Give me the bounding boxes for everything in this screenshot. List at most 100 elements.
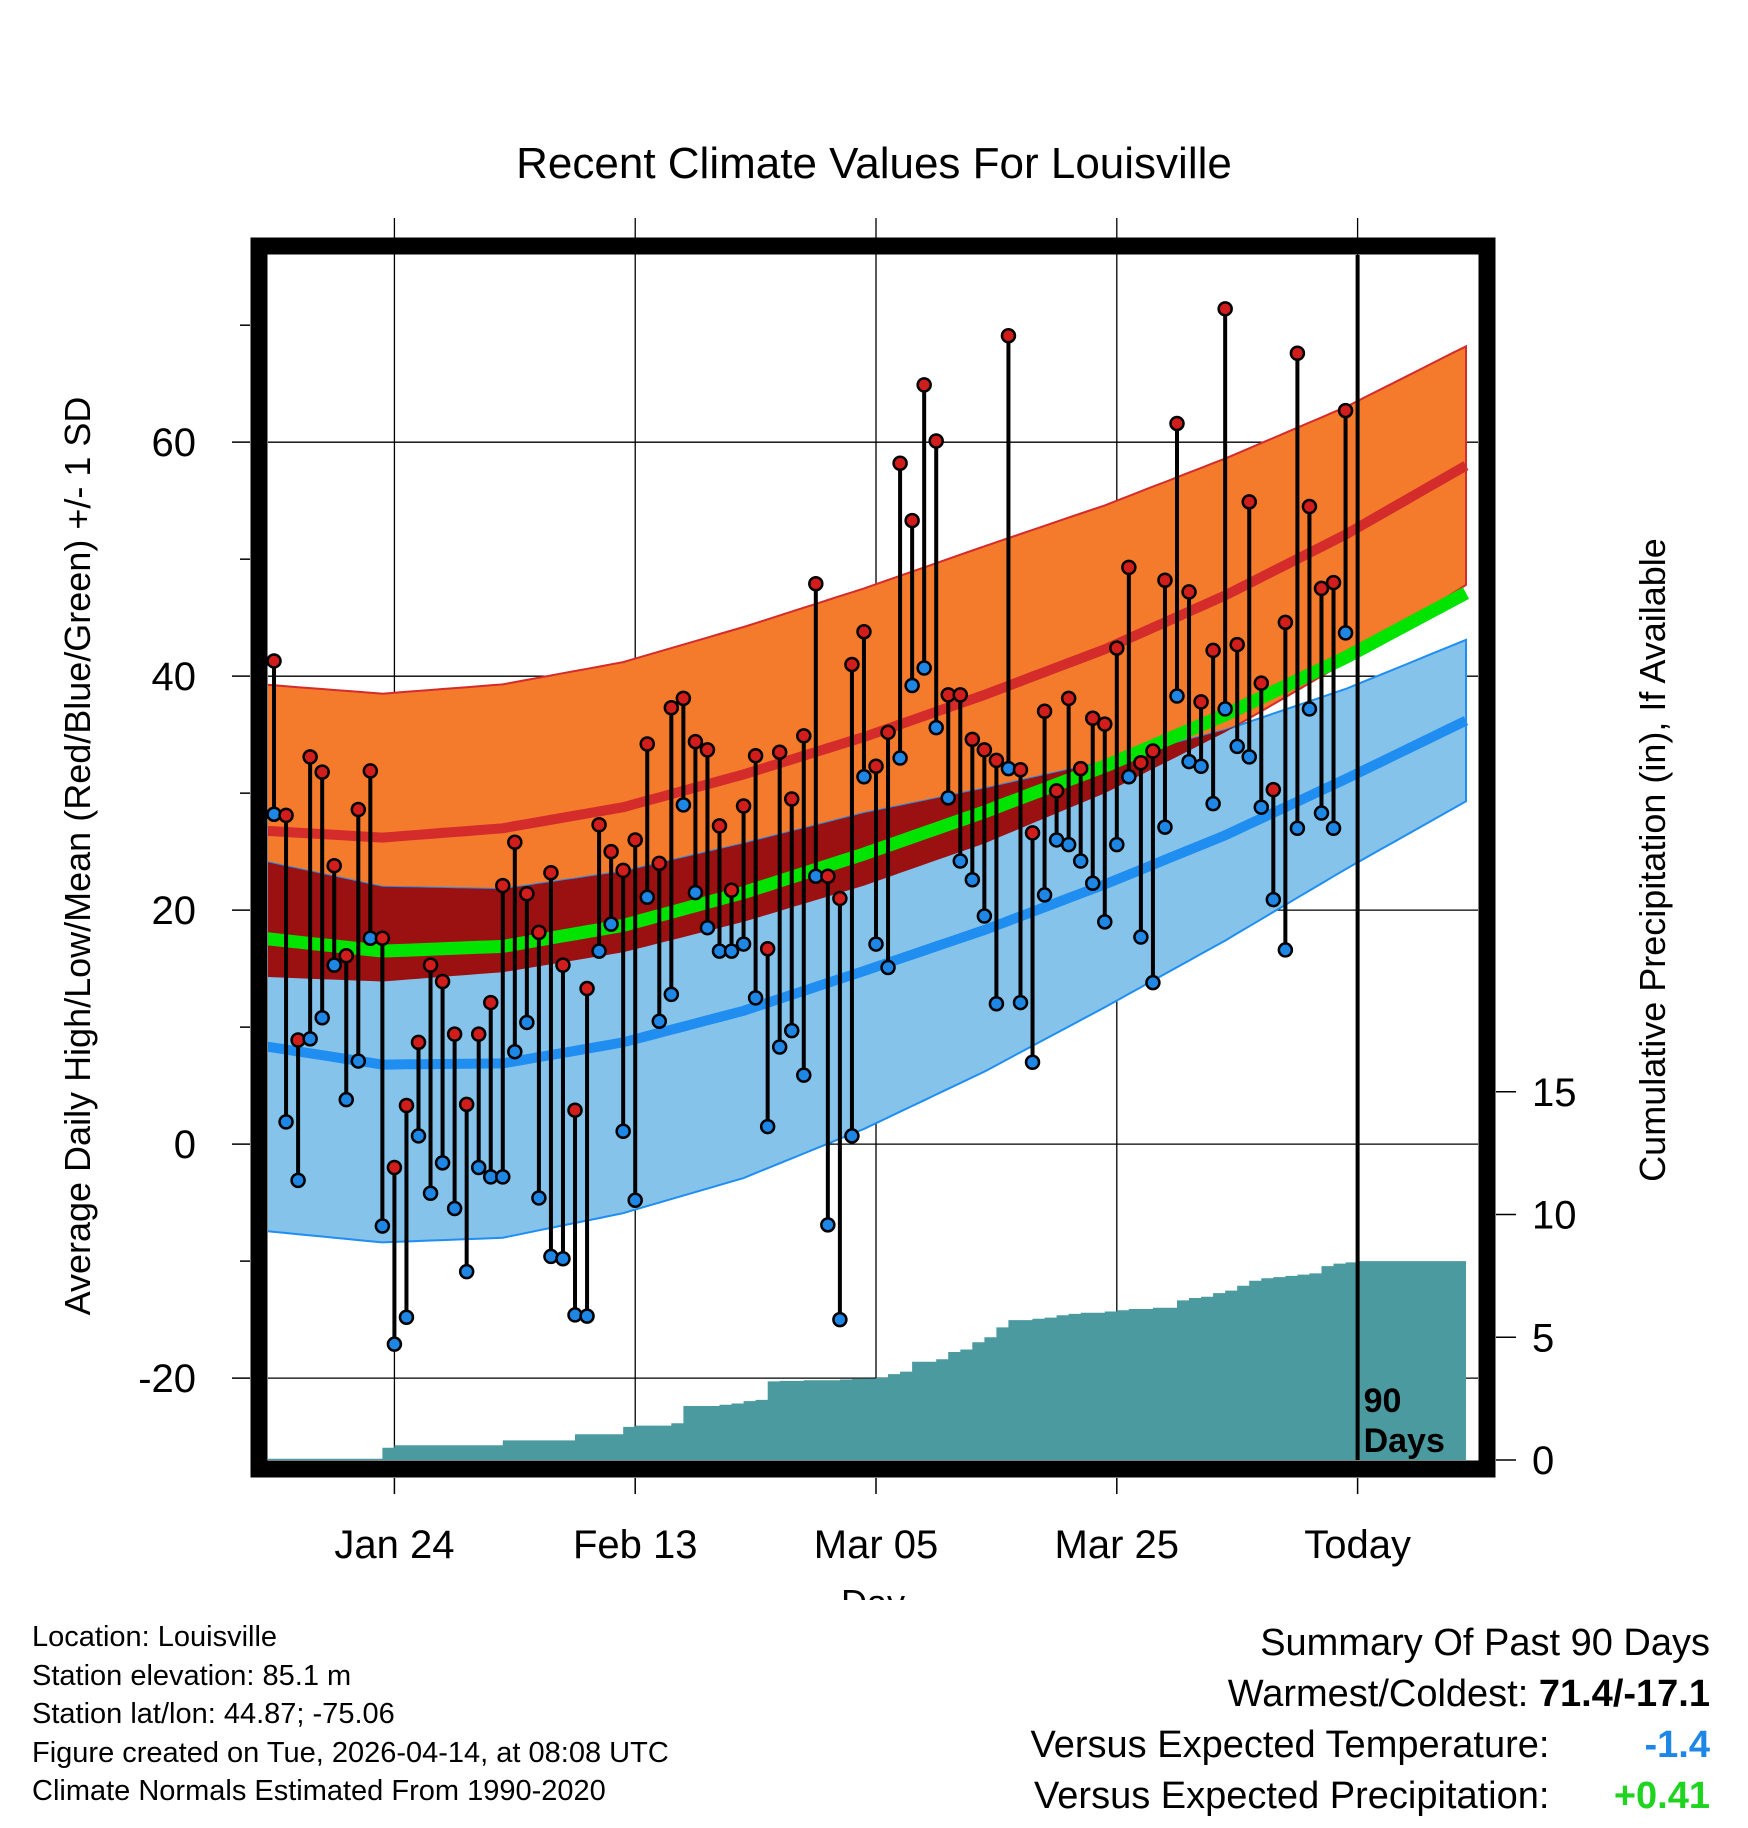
high-dot — [314, 764, 330, 780]
high-dot — [1325, 574, 1342, 591]
low-dot — [495, 1169, 511, 1185]
low-dot — [988, 995, 1005, 1012]
high-dot — [832, 890, 848, 907]
mean-normal-line — [268, 587, 1470, 958]
created-text: Figure created on Tue, 2026-04-14, at 08… — [32, 1736, 669, 1769]
high-dot — [266, 653, 282, 669]
y-tick-label: 20 — [152, 889, 197, 933]
high-dot — [458, 1096, 475, 1113]
high-dot — [1241, 494, 1257, 510]
high-dot — [1084, 710, 1101, 727]
high-dot — [916, 377, 932, 393]
low-dot — [627, 1192, 643, 1209]
low-dot — [1012, 994, 1029, 1011]
high-dot — [410, 1034, 427, 1051]
low-dot — [302, 1031, 318, 1047]
low-dot — [675, 797, 692, 813]
low-dot — [639, 889, 656, 906]
high-dot — [1012, 762, 1029, 778]
summary-heading: Summary Of Past 90 Days — [1260, 1622, 1710, 1664]
high-dot — [555, 957, 571, 973]
low-dot — [422, 1185, 439, 1202]
low-dot — [555, 1251, 571, 1267]
today-label-2: Days — [1364, 1422, 1445, 1460]
low-dot — [747, 990, 764, 1006]
high-dot — [976, 742, 993, 758]
high-dot — [495, 877, 511, 894]
x-tick-label: Mar 05 — [814, 1523, 939, 1567]
high-dot — [398, 1097, 415, 1114]
high-dot — [1301, 498, 1318, 515]
high-dot — [1024, 825, 1041, 841]
low-dot — [783, 1022, 800, 1039]
high-dot — [904, 512, 920, 529]
low-dot — [1229, 738, 1245, 755]
low-dot — [434, 1155, 451, 1171]
precip-tick-label: 15 — [1532, 1071, 1577, 1115]
low-dot — [1205, 795, 1221, 812]
summary-precip: Versus Expected Precipitation: +0.41 — [1031, 1771, 1710, 1822]
high-dot — [711, 818, 728, 834]
high-dot — [627, 832, 643, 848]
low-dot — [1109, 836, 1125, 853]
low-dot — [1084, 875, 1101, 891]
low-dot — [904, 677, 920, 694]
low-dot — [579, 1308, 595, 1324]
high-dot — [1000, 327, 1017, 344]
x-tick-label: Feb 13 — [573, 1523, 698, 1567]
low-dot — [1193, 758, 1209, 774]
high-dot — [1145, 743, 1161, 759]
high-dot — [1289, 345, 1306, 362]
high-dot — [374, 930, 391, 946]
low-dot — [1145, 974, 1161, 991]
temp-anomaly-value: -1.4 — [1644, 1724, 1710, 1766]
low-dot — [543, 1248, 559, 1265]
low-normal-line — [268, 716, 1469, 1070]
high-dot — [1229, 636, 1245, 653]
high-dot — [1097, 716, 1113, 732]
low-dot — [868, 936, 884, 952]
high-dot — [1036, 703, 1053, 720]
low-dot — [796, 1067, 812, 1083]
high-dot — [1313, 580, 1330, 597]
high-dot — [808, 575, 824, 592]
low-dot — [964, 871, 981, 888]
low-dot — [374, 1218, 391, 1234]
x-tick-label: Today — [1304, 1523, 1411, 1567]
today-label-1: 90 — [1364, 1382, 1402, 1420]
low-dot — [326, 957, 342, 973]
low-dot — [952, 853, 969, 869]
high-dot — [579, 980, 595, 997]
low-dot — [615, 1123, 631, 1140]
low-dot — [398, 1309, 415, 1326]
low-dot — [350, 1053, 367, 1069]
high-dot — [1337, 402, 1354, 419]
high-dot — [880, 724, 896, 741]
normals-text: Climate Normals Estimated From 1990-2020 — [32, 1775, 606, 1807]
latlon-text: Station lat/lon: 44.87; -75.06 — [32, 1698, 395, 1730]
high-dot — [759, 941, 776, 957]
precip-tick-label: 0 — [1532, 1439, 1554, 1483]
low-dot — [314, 1010, 330, 1026]
high-dot — [844, 656, 860, 673]
high-dot — [603, 843, 619, 860]
low-dot — [1121, 769, 1137, 785]
high-dot — [567, 1102, 583, 1118]
high-dot — [723, 882, 740, 899]
low-dot — [531, 1190, 547, 1206]
low-dot — [663, 986, 680, 1003]
low-dot — [651, 1013, 668, 1030]
high-dot — [591, 816, 607, 833]
low-dot — [759, 1118, 776, 1135]
summary-panel: Summary Of Past 90 Days Warmest/Coldest:… — [1031, 1618, 1710, 1822]
low-dot — [290, 1172, 306, 1189]
low-dot — [771, 1039, 788, 1055]
low-dot — [458, 1263, 475, 1280]
summary-warm-cold: Warmest/Coldest: 71.4/-17.1 — [1031, 1669, 1710, 1720]
y-axis-label-right: Cumulative Precipitation (in), If Availa… — [1632, 538, 1673, 1182]
location-text: Location: Louisville — [32, 1621, 278, 1653]
high-dot — [1121, 559, 1137, 576]
high-dot — [856, 623, 872, 640]
y-tick-label: 40 — [152, 655, 197, 699]
low-dot — [856, 769, 872, 785]
